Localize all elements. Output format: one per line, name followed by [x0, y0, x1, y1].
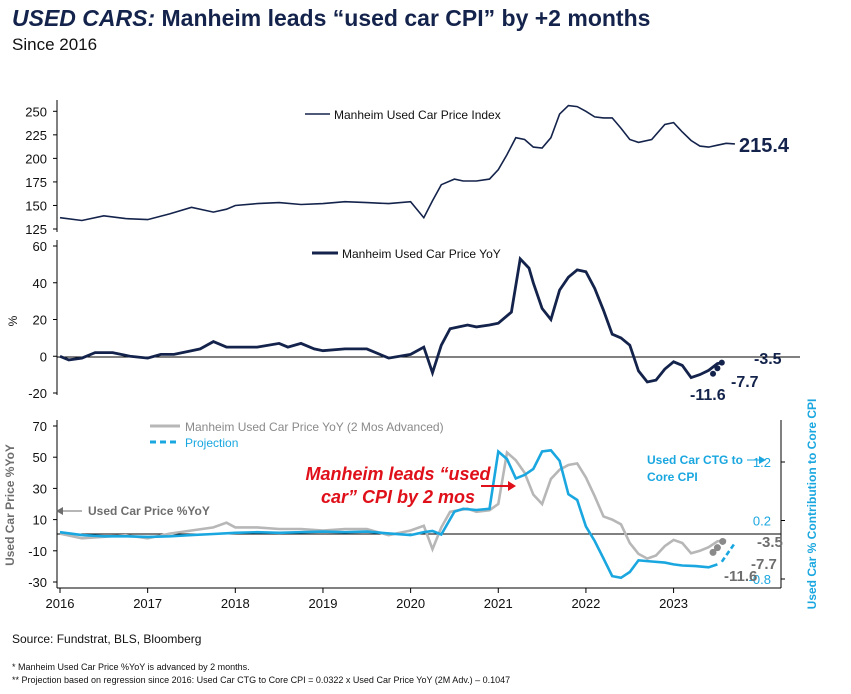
panel2-legend-label: Manheim Used Car Price YoY — [342, 247, 501, 261]
panel1-tick-label: 125 — [25, 222, 47, 237]
x-tick-label: 2020 — [396, 596, 425, 611]
panel1-tick-label: 150 — [25, 198, 47, 213]
yoy-end-dot — [718, 359, 725, 366]
yoy-series-line — [59, 255, 723, 384]
panel1-legend: Manheim Used Car Price Index — [305, 108, 501, 122]
chart-title: USED CARS: Manheim leads “used car CPI” … — [12, 5, 650, 32]
panel2-tick-label: 20 — [33, 313, 47, 328]
advanced-yoy-end-dots — [709, 537, 727, 556]
panel2-tick-label: 40 — [33, 276, 47, 291]
panel1-tick-label: 175 — [25, 175, 47, 190]
advanced-yoy-end-dot — [719, 537, 727, 545]
left-arrow-label: Used Car Price %YoY — [88, 504, 210, 518]
right-arrow-head — [759, 456, 766, 464]
callout-line-1: Manheim leads “used — [305, 464, 491, 484]
panel2-ticks: 60 40 20 0 -20 — [28, 239, 57, 401]
panel1-ticks: 250 225 200 175 150 125 — [25, 104, 57, 237]
advanced-end-label-3: -11.6 — [724, 568, 757, 585]
panel3-right-tick-label: -0.8 — [749, 572, 771, 587]
advanced-end-label-2: -7.7 — [751, 556, 777, 573]
right-label-line-2: Core CPI — [647, 470, 698, 484]
panel2-legend: Manheim Used Car Price YoY — [312, 247, 501, 261]
x-tick-label: 2018 — [221, 596, 250, 611]
legend-projection-label: Projection — [185, 436, 238, 450]
panel1-tick-label: 250 — [25, 104, 47, 119]
source-note: Source: Fundstrat, BLS, Bloomberg — [12, 632, 202, 646]
x-tick-label: 2016 — [46, 596, 75, 611]
panel2-tick-label: -20 — [28, 386, 47, 401]
x-tick-label: 2021 — [484, 596, 513, 611]
x-tick-label: 2022 — [571, 596, 600, 611]
index-series-line — [59, 104, 735, 222]
panel3-left-tick-label: 10 — [33, 513, 47, 528]
panel3-right-y-label: Used Car % Contribution to Core CPI — [805, 399, 819, 610]
panel3-left-tick-label: 50 — [33, 450, 47, 465]
panel3-left-tick-label: -30 — [28, 575, 47, 590]
panel3-right-tick-label: 1.2 — [753, 455, 771, 470]
panel3-left-y-label: Used Car Price %YoY — [3, 444, 17, 566]
panel3-left-tick-label: 30 — [33, 481, 47, 496]
chart-subtitle: Since 2016 — [12, 35, 98, 54]
advanced-end-label-1: -3.5 — [757, 534, 783, 551]
advanced-yoy-series-line — [59, 449, 727, 561]
panel1-tick-label: 200 — [25, 151, 47, 166]
panel1-tick-label: 225 — [25, 128, 47, 143]
callout-line-2: car” CPI by 2 mos — [321, 487, 475, 507]
yoy-end-dots — [710, 359, 725, 377]
x-tick-label: 2023 — [659, 596, 688, 611]
footnote-2: ** Projection based on regression since … — [12, 675, 511, 685]
x-tick-label: 2019 — [309, 596, 338, 611]
yoy-end-dot — [714, 365, 721, 372]
advanced-yoy-end-dot — [713, 544, 721, 552]
right-label-line-1: Used Car CTG to — [647, 453, 743, 467]
advanced-yoy-end-dot — [709, 548, 717, 556]
panel3-ticks: 70 50 30 10 -10 -30 1.2 0.2 -0.8 — [28, 419, 785, 590]
callout-arrow-head — [508, 481, 516, 491]
title-rest: Manheim leads “used car CPI” by +2 month… — [155, 5, 651, 31]
ctg-core-cpi-series-line — [59, 448, 718, 580]
panel3-legend: Manheim Used Car Price YoY (2 Mos Advanc… — [150, 420, 444, 450]
left-arrow-head — [56, 507, 63, 515]
yoy-end-label-2: -7.7 — [731, 374, 759, 391]
panel3-left-tick-label: 70 — [33, 419, 47, 434]
panel2-tick-label: 0 — [40, 349, 47, 364]
yoy-end-dot — [710, 370, 717, 377]
panel1-legend-label: Manheim Used Car Price Index — [334, 108, 501, 122]
footnote-1: * Manheim Used Car Price %YoY is advance… — [12, 662, 250, 672]
yoy-end-label-1: -3.5 — [754, 351, 782, 368]
title-lead: USED CARS: — [12, 5, 156, 31]
panel3-right-tick-label: 0.2 — [753, 514, 771, 529]
legend-gray-label: Manheim Used Car Price YoY (2 Mos Advanc… — [185, 420, 444, 434]
panel2-tick-label: 60 — [33, 239, 47, 254]
projection-series-line — [720, 542, 736, 563]
yoy-end-label-3: -11.6 — [690, 387, 726, 404]
x-axis-ticks: 2016 2017 2018 2019 2020 2021 2022 2023 — [46, 588, 688, 611]
x-tick-label: 2017 — [133, 596, 162, 611]
panel2-y-label: % — [6, 315, 20, 326]
index-last-value-label: 215.4 — [739, 135, 790, 157]
panel3-left-tick-label: -10 — [28, 544, 47, 559]
